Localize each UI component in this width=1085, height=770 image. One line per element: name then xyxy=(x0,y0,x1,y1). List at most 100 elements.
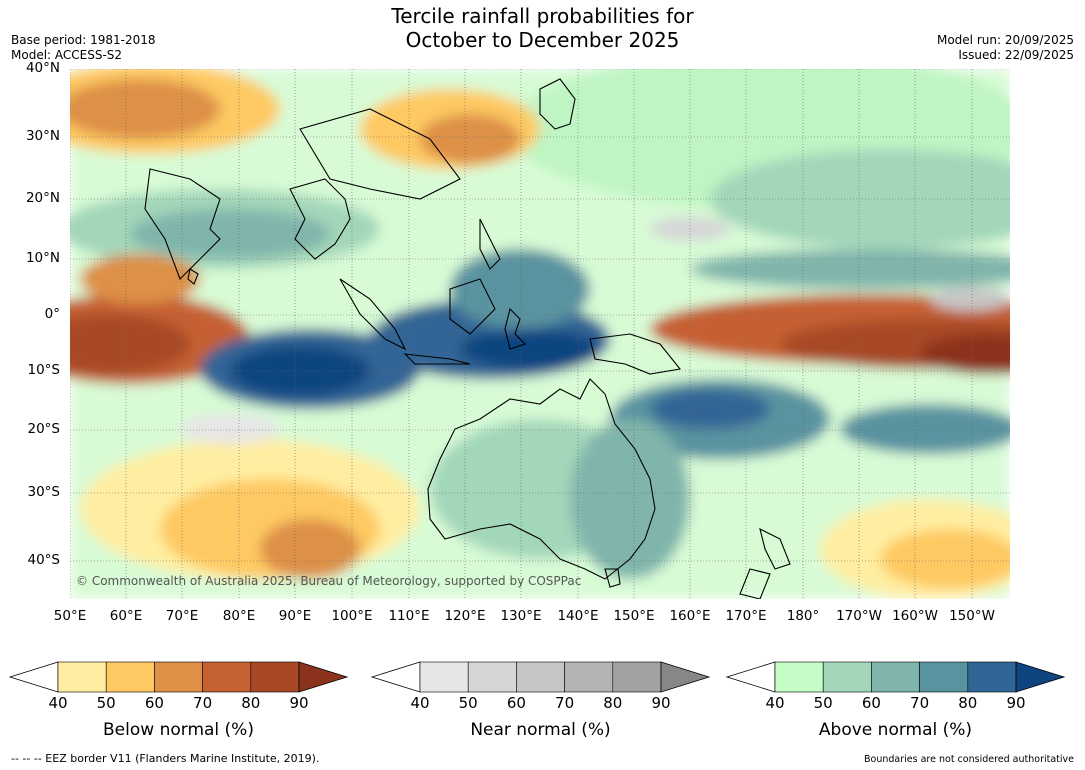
latitude-label: 20°N xyxy=(25,190,60,206)
colorbar-lower-extension xyxy=(725,661,776,693)
java-coast xyxy=(403,353,471,365)
longitude-label: 70°E xyxy=(165,608,199,624)
longitude-label: 90°E xyxy=(278,608,312,624)
title-line-2: October to December 2025 xyxy=(405,28,680,52)
boundary-disclaimer: Boundaries are not considered authoritat… xyxy=(864,754,1074,765)
colorbar-tick-label: 70 xyxy=(910,694,930,712)
longitude-label: 100°E xyxy=(331,608,373,624)
base-period: Base period: 1981-2018 xyxy=(11,33,156,47)
colorbar-title: Near normal (%) xyxy=(470,720,611,740)
colorbar-upper-extension xyxy=(1015,661,1066,693)
meta-left: Base period: 1981-2018 Model: ACCESS-S2 xyxy=(11,33,156,63)
latitude-label: 10°S xyxy=(27,362,61,378)
latitude-label: 40°N xyxy=(25,60,60,76)
map-title: Tercile rainfall probabilities for Octob… xyxy=(0,4,1085,52)
colorbar-tick-label: 40 xyxy=(48,694,68,712)
colorbar-tick-label: 60 xyxy=(506,694,526,712)
new-guinea-coast xyxy=(589,333,682,375)
colorbar-lower-extension xyxy=(8,661,59,693)
colorbar-segment xyxy=(612,661,662,693)
borneo-coast xyxy=(449,278,496,335)
longitude-label: 170°E xyxy=(725,608,767,624)
latitude-label: 10°N xyxy=(25,250,60,266)
colorbar-tick-label: 50 xyxy=(96,694,116,712)
longitude-label: 160°W xyxy=(892,608,938,624)
colorbar-tick-label: 60 xyxy=(861,694,881,712)
colorbar-tick-label: 50 xyxy=(813,694,833,712)
colorbar-tick-label: 60 xyxy=(144,694,164,712)
coastlines xyxy=(144,78,791,599)
longitude-label: 150°E xyxy=(613,608,655,624)
colorbar-tick-label: 40 xyxy=(410,694,430,712)
longitude-label: 160°E xyxy=(669,608,711,624)
colorbar-tick-label: 70 xyxy=(193,694,213,712)
colorbar-upper-extension xyxy=(660,661,711,693)
colorbar-upper-extension xyxy=(298,661,349,693)
colorbar-segment xyxy=(57,661,107,693)
latitude-label: 0° xyxy=(44,306,60,322)
colorbar-tick-label: 40 xyxy=(765,694,785,712)
colorbar-tick-label: 80 xyxy=(241,694,261,712)
tasmania-coast xyxy=(604,568,621,588)
colorbar-segment xyxy=(822,661,872,693)
issued-date: Issued: 22/09/2025 xyxy=(958,48,1074,62)
colorbar-segment xyxy=(871,661,920,693)
colorbar-segment xyxy=(154,661,203,693)
model-run: Model run: 20/09/2025 xyxy=(936,33,1074,47)
latitude-label: 30°N xyxy=(25,128,60,144)
longitude-label: 120°E xyxy=(444,608,486,624)
colorbar-tick-label: 90 xyxy=(1006,694,1026,712)
eez-legend: -- -- -- EEZ border V11 (Flanders Marine… xyxy=(11,752,320,765)
longitude-label: 130°E xyxy=(500,608,542,624)
colorbar xyxy=(370,661,711,693)
colorbar-segment xyxy=(516,661,565,693)
latitude-label: 30°S xyxy=(27,484,61,500)
colorbar-tick-label: 70 xyxy=(555,694,575,712)
latitude-label: 20°S xyxy=(27,421,61,437)
probability-map xyxy=(70,69,1010,599)
longitude-label: 110°E xyxy=(388,608,430,624)
colorbar-segment xyxy=(564,661,614,693)
map-canvas xyxy=(70,69,1010,599)
colorbar-segment xyxy=(419,661,469,693)
probability-field xyxy=(70,69,1010,599)
colorbar-segment xyxy=(105,661,155,693)
colorbar-title: Above normal (%) xyxy=(818,720,973,740)
australia-coast xyxy=(427,378,656,580)
colorbar-lower-extension xyxy=(370,661,421,693)
sri-lanka-coast xyxy=(187,268,199,285)
japan-coast xyxy=(539,78,576,130)
colorbar-segment xyxy=(967,661,1017,693)
latitude-label: 40°S xyxy=(27,552,61,568)
philippines-coast xyxy=(479,218,501,270)
india-coast xyxy=(144,168,221,280)
sumatra-coast xyxy=(339,278,407,351)
indochina-coast xyxy=(289,178,351,260)
title-line-1: Tercile rainfall probabilities for xyxy=(391,4,694,28)
longitude-label: 50°E xyxy=(53,608,87,624)
new-zealand-north-coast xyxy=(759,527,791,570)
colorbar-tick-label: 50 xyxy=(458,694,478,712)
colorbar-segment xyxy=(919,661,969,693)
colorbar-segment xyxy=(250,661,300,693)
longitude-label: 140°E xyxy=(557,608,599,624)
colorbar-tick-label: 90 xyxy=(651,694,671,712)
colorbar-segment xyxy=(774,661,824,693)
longitude-label: 180° xyxy=(786,608,820,624)
colorbar-tick-label: 80 xyxy=(958,694,978,712)
model-name: Model: ACCESS-S2 xyxy=(11,48,123,62)
colorbar-tick-label: 90 xyxy=(289,694,309,712)
new-zealand-south-coast xyxy=(739,568,771,599)
colorbar xyxy=(725,661,1066,693)
sulawesi-coast xyxy=(504,307,527,350)
colorbar-segment xyxy=(467,661,517,693)
longitude-label: 60°E xyxy=(109,608,143,624)
colorbar-tick-label: 80 xyxy=(603,694,623,712)
colorbar-title: Below normal (%) xyxy=(103,720,254,740)
copyright-notice: © Commonwealth of Australia 2025, Bureau… xyxy=(76,574,582,588)
china-coast xyxy=(299,108,461,200)
longitude-label: 80°E xyxy=(222,608,256,624)
longitude-label: 150°W xyxy=(949,608,995,624)
longitude-label: 170°W xyxy=(836,608,882,624)
meta-right: Model run: 20/09/2025 Issued: 22/09/2025 xyxy=(937,33,1074,63)
